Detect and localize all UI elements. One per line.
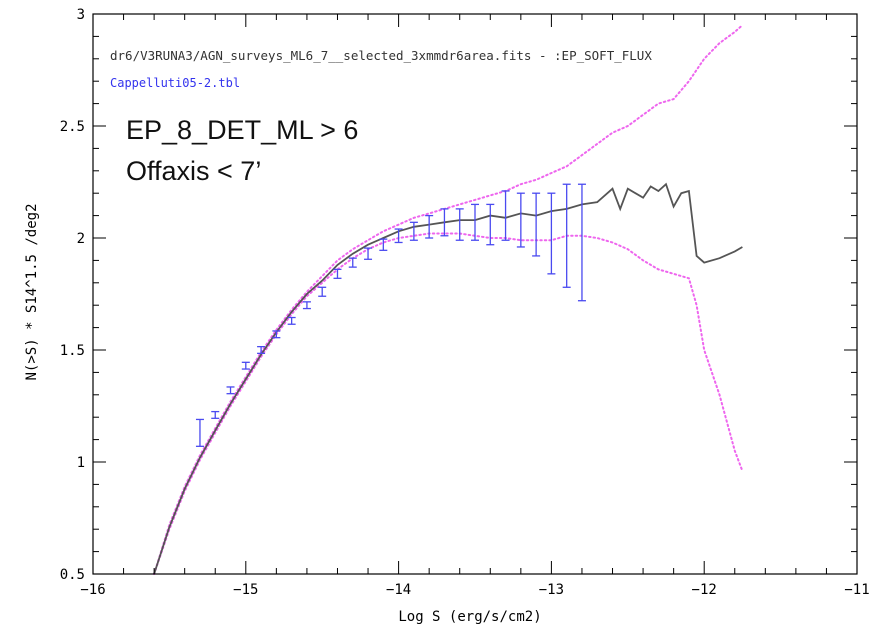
error-bar-point xyxy=(333,268,342,279)
chart-title: dr6/V3RUNA3/AGN_surveys_ML6_7__selected_… xyxy=(110,48,652,63)
error-bar-point xyxy=(257,345,266,355)
annotation-offaxis: Offaxis < 7’ xyxy=(126,156,262,186)
plot-frame xyxy=(92,13,858,575)
x-tick-label: −11 xyxy=(844,582,869,598)
x-tick-label: −13 xyxy=(539,582,564,598)
error-bar-point xyxy=(471,203,479,241)
error-bar-point xyxy=(379,238,388,251)
error-bar-point xyxy=(195,418,204,447)
y-tick-label: 0.5 xyxy=(60,567,85,583)
error-bar-point xyxy=(516,192,525,248)
x-tick-label: −15 xyxy=(233,582,258,598)
legend-entry: Cappelluti05-2.tbl xyxy=(110,76,240,90)
error-bar-point xyxy=(241,361,250,370)
plot-area xyxy=(153,24,744,575)
error-bar-point xyxy=(394,228,403,244)
x-tick-label: −14 xyxy=(386,582,411,598)
y-tick-label: 1.5 xyxy=(60,343,85,359)
envelope-line xyxy=(153,232,744,575)
error-bar-point xyxy=(364,247,373,260)
error-bar-point xyxy=(486,203,495,246)
error-bar-point xyxy=(318,286,327,297)
error-bar-point xyxy=(425,214,434,239)
y-tick-label: 2.5 xyxy=(60,119,85,135)
error-bar-point xyxy=(211,410,220,419)
error-bar-point xyxy=(501,190,510,241)
error-bar-point xyxy=(547,192,556,275)
series-layer xyxy=(153,24,744,575)
y-tick-label: 1 xyxy=(77,455,85,471)
error-bar-point xyxy=(532,192,541,257)
ticks-layer xyxy=(92,13,858,575)
x-tick-label: −12 xyxy=(692,582,717,598)
y-tick-label: 3 xyxy=(77,7,85,23)
y-axis-label: N(>S) * S14^1.5 /deg2 xyxy=(24,203,40,380)
x-axis-label: Log S (erg/s/cm2) xyxy=(398,609,541,625)
tick-labels-layer: −16 −15 −14 −13 −12 −11 0.5 1 1.5 2 2.5 3 xyxy=(60,7,870,598)
error-bar-point xyxy=(577,183,586,302)
x-tick-label: −16 xyxy=(80,582,105,598)
error-bar-point xyxy=(562,183,571,288)
error-bar-point xyxy=(287,316,296,325)
error-bar-point xyxy=(302,301,311,310)
error-bar-point xyxy=(226,386,235,395)
error-bar-point xyxy=(455,208,464,241)
annotation-det-ml: EP_8_DET_ML > 6 xyxy=(126,115,359,145)
envelope-line xyxy=(153,24,744,575)
error-bar-point xyxy=(440,208,449,237)
error-bar-point xyxy=(348,257,357,268)
error-bar-point xyxy=(409,221,418,241)
error-bar-point xyxy=(272,330,281,339)
y-tick-label: 2 xyxy=(77,231,85,247)
